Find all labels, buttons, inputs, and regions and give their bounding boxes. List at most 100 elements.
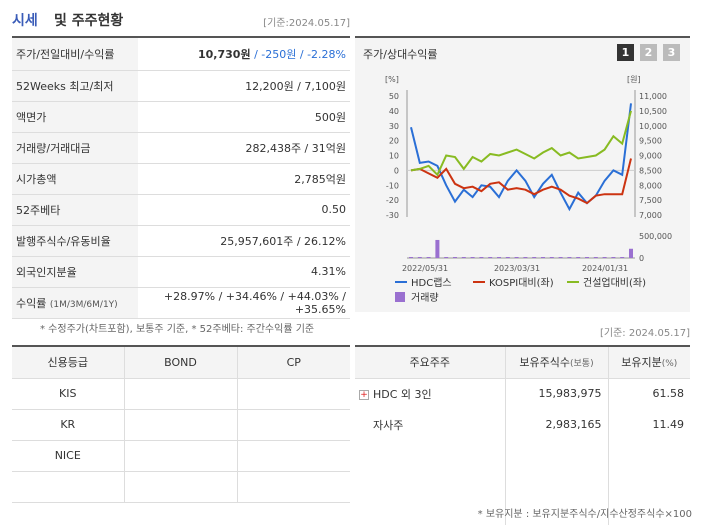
series-line-3 — [410, 110, 632, 177]
volume-bar — [549, 257, 554, 258]
y-left-tick-label: 30 — [389, 122, 399, 131]
y-left-tick-label: 0 — [394, 166, 399, 175]
quote-row: 52Weeks 최고/최저 12,200원 / 7,100원 — [12, 70, 350, 102]
chart-page-3-button[interactable]: 3 — [663, 44, 680, 61]
y-left-tick-label: 10 — [389, 152, 399, 161]
holder-row-empty — [355, 440, 690, 525]
quote-row: 수익률 (1M/3M/6M/1Y) +28.97% / +34.46% / +4… — [12, 287, 350, 319]
quote-row: 액면가 500원 — [12, 101, 350, 133]
major-holders-table: 주요주주 보유주식수(보통) 보유지분(%) + HDC 외 3인 15,983,… — [355, 345, 690, 525]
quote-value: 25,957,601주 / 26.12% — [138, 225, 350, 257]
volume-tick-label: 500,000 — [639, 232, 672, 241]
left-unit-label: [%] — [385, 75, 399, 84]
holders-header-pct-label: 보유지분 — [621, 356, 662, 370]
expand-icon[interactable]: + — [359, 389, 369, 400]
holder-name: 자사주 — [373, 418, 404, 432]
holders-header-name: 주요주주 — [355, 346, 505, 379]
chart-pager: 1 2 3 — [617, 44, 680, 61]
quote-row: 52주베타 0.50 — [12, 194, 350, 226]
holders-header-pct: 보유지분(%) — [607, 346, 690, 379]
chart-page-1-button[interactable]: 1 — [617, 44, 634, 61]
volume-bar — [514, 257, 519, 258]
legend-swatch-volume — [395, 292, 405, 302]
quote-table: 주가/전일대비/수익률 10,730원 / -250원 / -2.28% 52W… — [12, 36, 350, 319]
volume-bar — [453, 257, 457, 258]
grade-header-row: 신용등급 BOND CP — [12, 346, 350, 379]
y-right-tick-label: 10,500 — [639, 107, 667, 116]
holders-header-row: 주요주주 보유주식수(보통) 보유지분(%) — [355, 346, 690, 379]
quote-label: 액면가 — [12, 101, 138, 133]
quote-value: 500원 — [138, 101, 350, 133]
reference-date: [기준:2024.05.17] — [263, 18, 350, 29]
y-left-tick-label: 40 — [389, 107, 399, 116]
volume-bar — [523, 257, 528, 258]
quote-row: 외국인지분율 4.31% — [12, 256, 350, 288]
y-left-tick-label: 20 — [389, 137, 399, 146]
volume-bar — [505, 257, 510, 258]
quote-value: 12,200원 / 7,100원 — [138, 70, 350, 102]
volume-bar — [470, 257, 475, 258]
price-rate: / -2.28% — [296, 47, 346, 61]
legend-label-const: 건설업대비(좌) — [583, 276, 646, 289]
quote-label: 거래량/거래대금 — [12, 132, 138, 164]
grade-header: CP — [236, 346, 350, 379]
series-line-2 — [410, 158, 632, 205]
holder-empty — [504, 440, 608, 525]
y-right-tick-label: 8,500 — [639, 166, 662, 175]
y-right-tick-label: 7,500 — [639, 196, 662, 205]
quote-row: 시가총액 2,785억원 — [12, 163, 350, 195]
volume-bar — [567, 257, 572, 258]
section-title-secondary: 및 주주현황 — [54, 13, 124, 29]
holders-footnote: * 보유지분 : 보유지분주식수/지수산정주식수×100 — [477, 509, 692, 520]
volume-bar — [532, 257, 537, 258]
holder-row[interactable]: + HDC 외 3인 15,983,975 61.58 — [355, 378, 690, 409]
chart-page-2-button[interactable]: 2 — [640, 44, 657, 61]
holder-name-text: HDC 외 3인 — [373, 387, 432, 401]
right-unit-label: [원] — [627, 75, 641, 84]
grade-agency: KR — [12, 409, 124, 441]
chart-title: 주가/상대수익률 — [363, 48, 438, 61]
quote-value: 4.31% — [138, 256, 350, 288]
grade-header: 신용등급 — [12, 346, 124, 379]
legend-label-volume: 거래량 — [411, 292, 439, 304]
holder-pct: 11.49 — [607, 409, 690, 440]
y-right-tick-label: 10,000 — [639, 122, 667, 131]
y-right-tick-label: 9,500 — [639, 137, 662, 146]
quote-label: 52주베타 — [12, 194, 138, 226]
grade-agency: NICE — [12, 440, 124, 472]
holder-name[interactable]: + HDC 외 3인 — [355, 378, 505, 409]
grade-row — [12, 471, 350, 503]
volume-bar — [426, 257, 431, 258]
volume-bar — [488, 257, 493, 258]
volume-bar — [602, 257, 607, 258]
holder-row: 자사주 2,983,165 11.49 — [355, 409, 690, 440]
quote-value: 2,785억원 — [138, 163, 350, 195]
volume-bar — [409, 257, 413, 258]
y-left-tick-label: -10 — [386, 181, 399, 190]
grade-cp — [236, 440, 350, 472]
price-change: / -250원 — [250, 47, 297, 61]
chart-svg: [%] [원] 50 40 30 20 10 0 -10 -20 -30 11,000 10,500 10… — [385, 75, 672, 304]
grade-cp — [236, 471, 350, 503]
quote-label: 수익률 (1M/3M/6M/1Y) — [12, 287, 138, 319]
y-right-tick-label: 11,000 — [639, 92, 667, 101]
section-title-primary: 시세 — [12, 13, 38, 29]
volume-bar — [417, 257, 422, 258]
chart-panel: [%] [원] 50 40 30 20 10 0 -10 -20 -30 11,000 10,500 10… — [355, 36, 690, 312]
quote-row: 거래량/거래대금 282,438주 / 31억원 — [12, 132, 350, 164]
grade-row: KR — [12, 409, 350, 441]
volume-bar — [593, 257, 598, 258]
volume-bar — [541, 257, 545, 258]
x-tick-label: 2024/01/31 — [582, 264, 628, 273]
return-values: +28.97% / +34.46% / +44.03% / +35.65% — [138, 287, 350, 319]
quote-value: 10,730원 / -250원 / -2.28% — [138, 37, 350, 71]
y-right-tick-label: 7,000 — [639, 211, 662, 220]
quote-row: 발행주식수/유동비율 25,957,601주 / 26.12% — [12, 225, 350, 257]
grade-row: NICE — [12, 440, 350, 472]
grade-bond — [123, 471, 237, 503]
quote-value: 0.50 — [138, 194, 350, 226]
price-value: 10,730원 — [198, 47, 251, 61]
grade-bond — [123, 440, 237, 472]
y-left-tick-label: -30 — [386, 211, 399, 220]
volume-bar — [444, 257, 449, 258]
